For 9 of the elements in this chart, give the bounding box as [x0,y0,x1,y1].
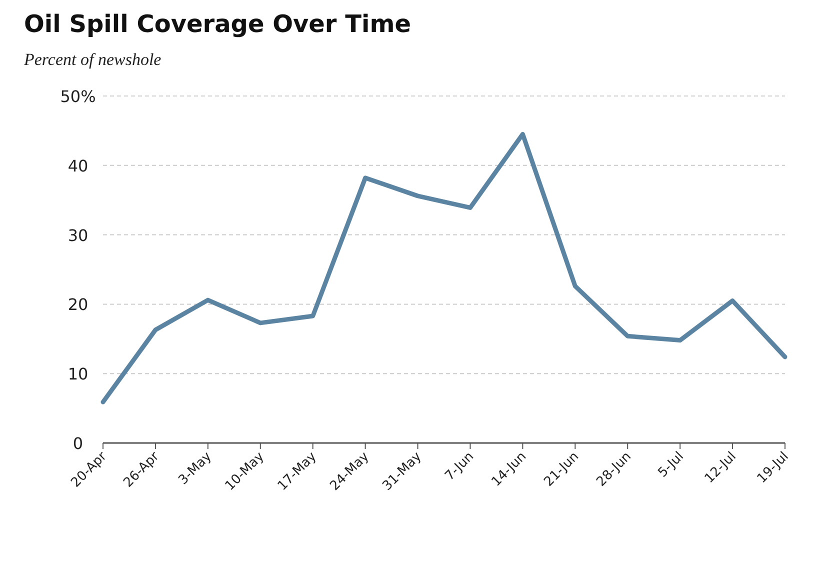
y-tick-label: 10 [68,364,88,384]
chart-title: Oil Spill Coverage Over Time [24,10,411,38]
y-tick-label: 20 [68,295,88,314]
chart-subtitle: Percent of newshole [23,50,162,69]
y-tick-label: 30 [68,226,88,245]
y-tick-label: 40 [68,156,88,176]
y-tick-label: 50% [60,87,96,106]
line-series [100,132,788,404]
y-tick-label: 0 [72,434,84,453]
